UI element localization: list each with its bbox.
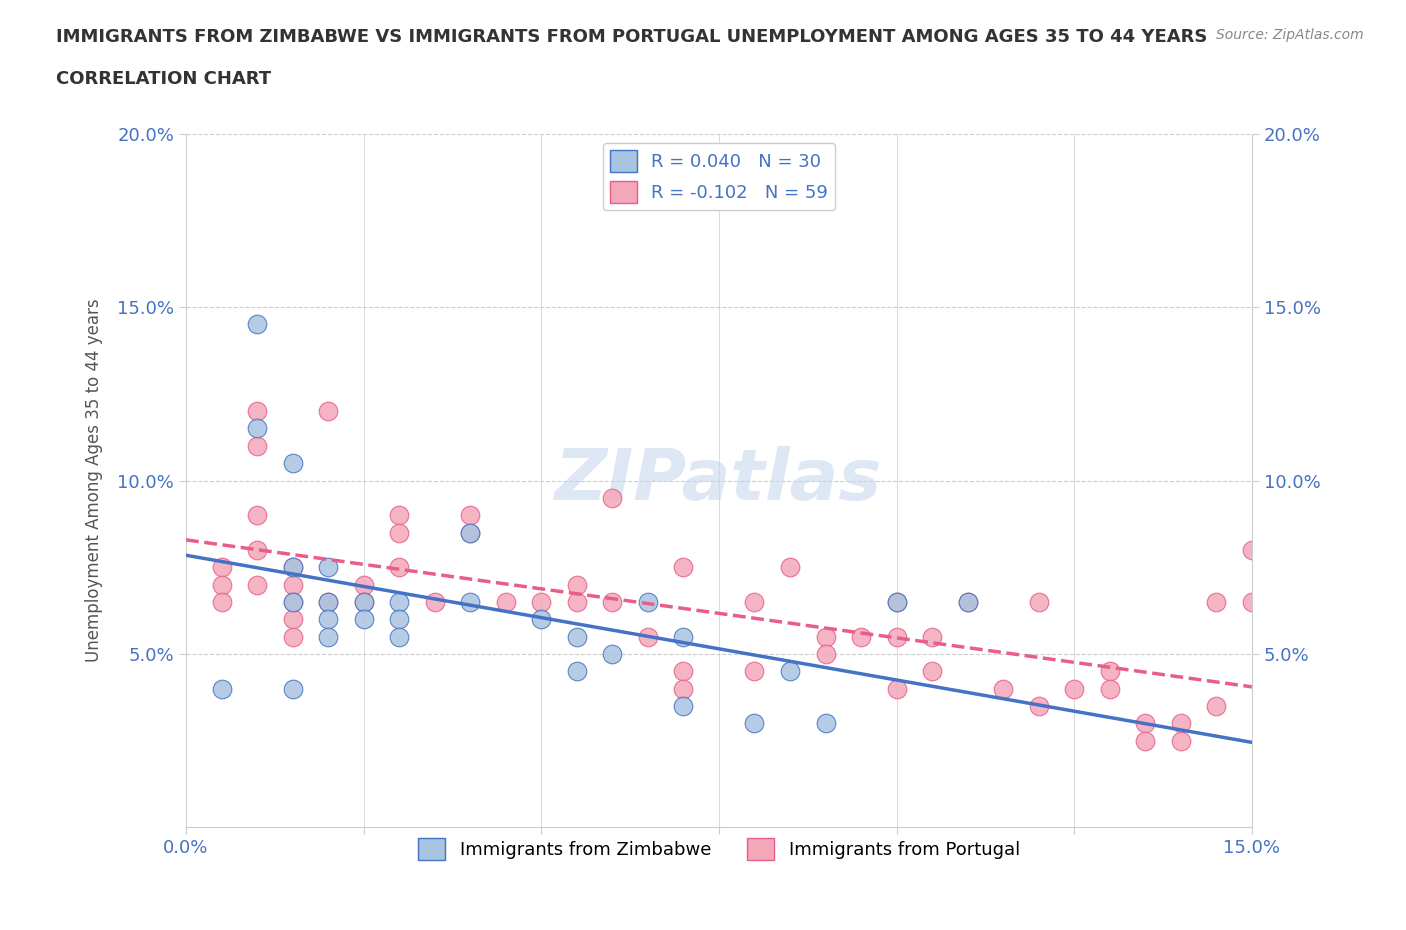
Point — [316, 560, 339, 575]
Point — [1098, 664, 1121, 679]
Point — [956, 594, 979, 609]
Point — [956, 594, 979, 609]
Point — [388, 525, 411, 540]
Point — [281, 594, 304, 609]
Point — [886, 630, 908, 644]
Point — [814, 716, 837, 731]
Point — [246, 438, 269, 453]
Point — [744, 716, 766, 731]
Point — [458, 525, 481, 540]
Point — [353, 578, 375, 592]
Point — [744, 664, 766, 679]
Point — [672, 664, 695, 679]
Point — [388, 594, 411, 609]
Point — [246, 421, 269, 436]
Point — [1135, 716, 1157, 731]
Text: CORRELATION CHART: CORRELATION CHART — [56, 70, 271, 87]
Point — [316, 612, 339, 627]
Point — [779, 664, 801, 679]
Point — [458, 508, 481, 523]
Point — [1063, 681, 1085, 696]
Point — [281, 560, 304, 575]
Point — [886, 594, 908, 609]
Point — [814, 630, 837, 644]
Point — [814, 646, 837, 661]
Point — [316, 594, 339, 609]
Point — [423, 594, 446, 609]
Point — [1205, 594, 1227, 609]
Point — [1028, 698, 1050, 713]
Point — [886, 594, 908, 609]
Point — [602, 646, 624, 661]
Point — [849, 630, 872, 644]
Text: IMMIGRANTS FROM ZIMBABWE VS IMMIGRANTS FROM PORTUGAL UNEMPLOYMENT AMONG AGES 35 : IMMIGRANTS FROM ZIMBABWE VS IMMIGRANTS F… — [56, 28, 1208, 46]
Point — [602, 490, 624, 505]
Point — [993, 681, 1015, 696]
Point — [246, 578, 269, 592]
Text: ZIPatlas: ZIPatlas — [555, 446, 883, 515]
Point — [246, 404, 269, 418]
Point — [602, 594, 624, 609]
Point — [1028, 594, 1050, 609]
Point — [1170, 716, 1192, 731]
Point — [281, 560, 304, 575]
Point — [779, 560, 801, 575]
Point — [672, 681, 695, 696]
Point — [565, 630, 588, 644]
Point — [458, 594, 481, 609]
Point — [211, 594, 233, 609]
Point — [281, 612, 304, 627]
Point — [316, 630, 339, 644]
Point — [672, 698, 695, 713]
Point — [388, 560, 411, 575]
Point — [530, 612, 553, 627]
Point — [530, 594, 553, 609]
Point — [281, 594, 304, 609]
Point — [672, 560, 695, 575]
Text: Source: ZipAtlas.com: Source: ZipAtlas.com — [1216, 28, 1364, 42]
Point — [211, 560, 233, 575]
Point — [211, 681, 233, 696]
Point — [388, 508, 411, 523]
Point — [281, 630, 304, 644]
Point — [886, 681, 908, 696]
Point — [281, 578, 304, 592]
Point — [388, 612, 411, 627]
Point — [388, 630, 411, 644]
Point — [1170, 733, 1192, 748]
Point — [316, 594, 339, 609]
Legend: Immigrants from Zimbabwe, Immigrants from Portugal: Immigrants from Zimbabwe, Immigrants fro… — [411, 830, 1026, 867]
Point — [1135, 733, 1157, 748]
Point — [281, 456, 304, 471]
Point — [495, 594, 517, 609]
Point — [637, 630, 659, 644]
Point — [1240, 594, 1263, 609]
Point — [1098, 681, 1121, 696]
Point — [353, 594, 375, 609]
Point — [921, 664, 943, 679]
Point — [565, 578, 588, 592]
Point — [637, 594, 659, 609]
Point — [458, 525, 481, 540]
Point — [744, 594, 766, 609]
Point — [921, 630, 943, 644]
Point — [565, 664, 588, 679]
Point — [1205, 698, 1227, 713]
Point — [246, 542, 269, 557]
Point — [672, 630, 695, 644]
Point — [353, 594, 375, 609]
Point — [353, 612, 375, 627]
Point — [246, 508, 269, 523]
Point — [316, 404, 339, 418]
Point — [1240, 542, 1263, 557]
Point — [246, 317, 269, 332]
Point — [211, 578, 233, 592]
Y-axis label: Unemployment Among Ages 35 to 44 years: Unemployment Among Ages 35 to 44 years — [86, 299, 103, 662]
Point — [281, 681, 304, 696]
Point — [565, 594, 588, 609]
